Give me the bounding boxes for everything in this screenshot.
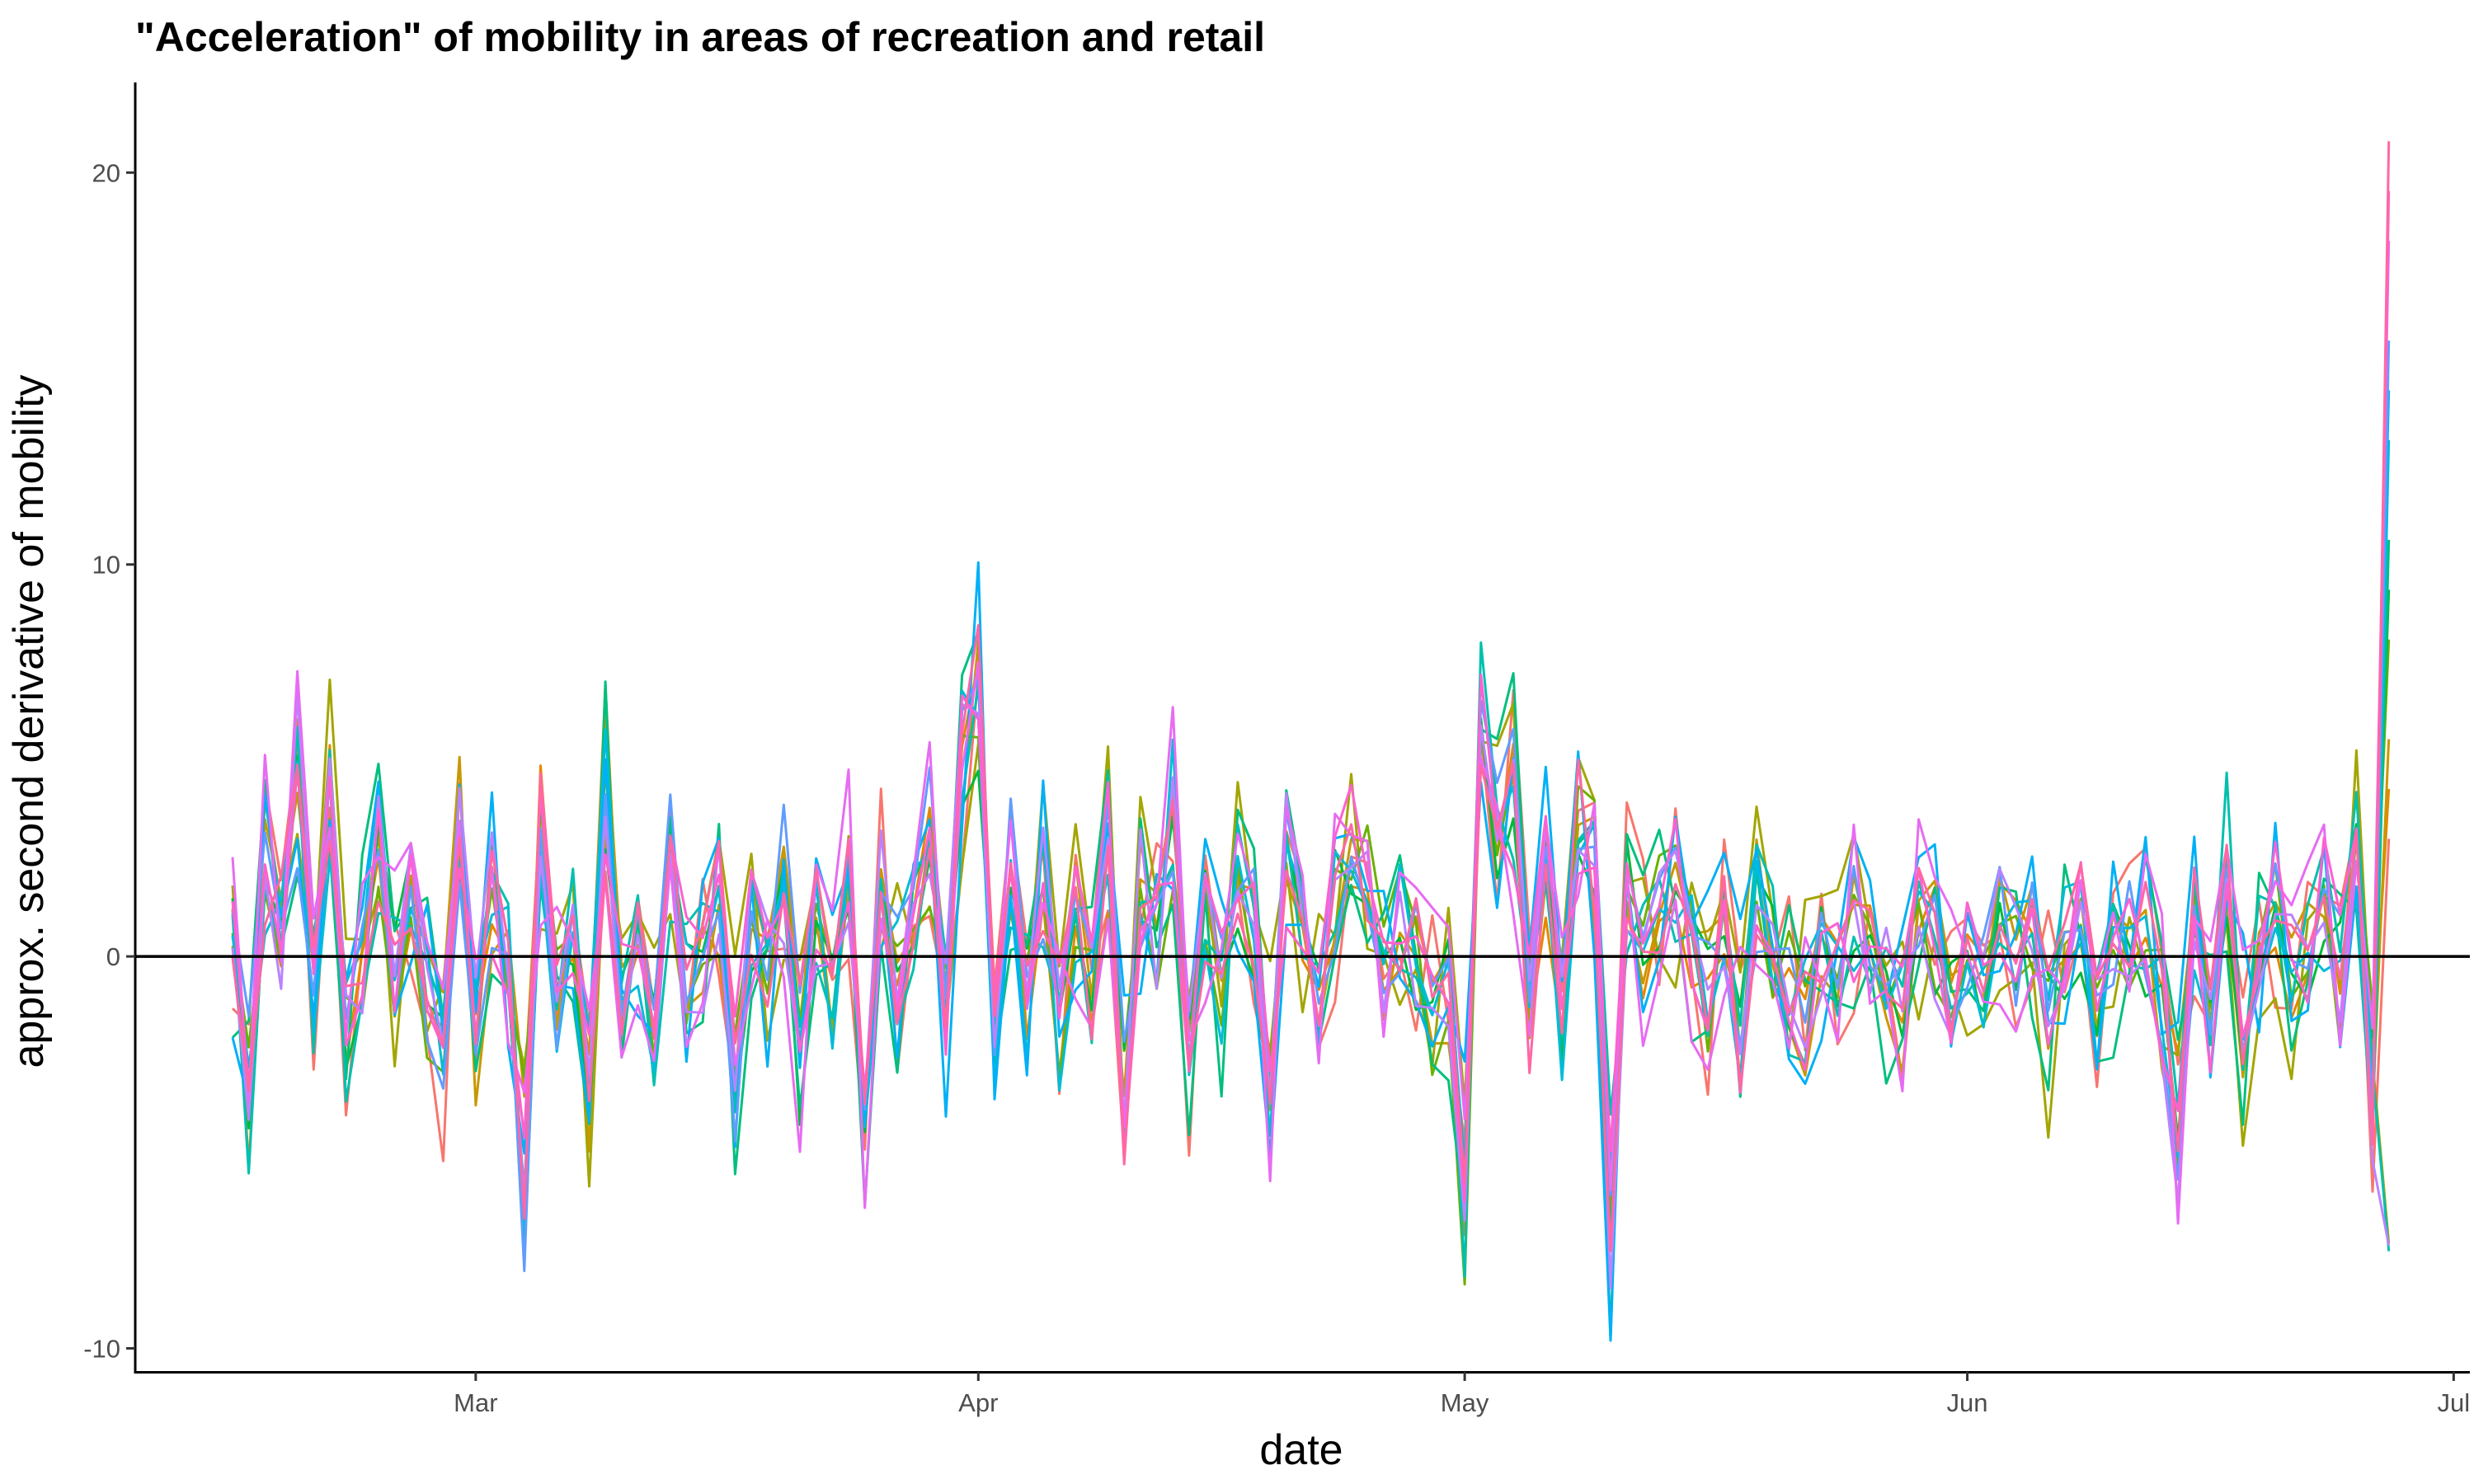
series-line [231, 190, 2391, 1203]
x-tick-label: Apr [958, 1388, 998, 1417]
series-line [231, 141, 2391, 1252]
x-axis-title: date [1259, 1426, 1343, 1474]
x-axis-ticks: Mar Apr May Jun Jul [454, 1372, 2470, 1417]
series-layer [231, 141, 2391, 1342]
series-line [231, 340, 2391, 1272]
chart-title: "Acceleration" of mobility in areas of r… [135, 14, 1265, 60]
series-line [231, 439, 2391, 1261]
series-line [231, 539, 2391, 1249]
x-tick-label: Jul [2438, 1388, 2471, 1417]
y-axis-title: approx. second derivative of mobility [5, 374, 53, 1068]
x-tick-label: May [1441, 1388, 1489, 1417]
y-tick-label: 0 [106, 942, 120, 971]
y-axis-ticks: -10 0 10 20 [83, 158, 135, 1363]
x-tick-label: Jun [1947, 1388, 1988, 1417]
y-tick-label: 10 [92, 551, 120, 580]
y-tick-label: 20 [92, 158, 120, 187]
series-line [231, 241, 2391, 1225]
x-tick-label: Mar [454, 1388, 497, 1417]
y-tick-label: -10 [83, 1334, 120, 1363]
